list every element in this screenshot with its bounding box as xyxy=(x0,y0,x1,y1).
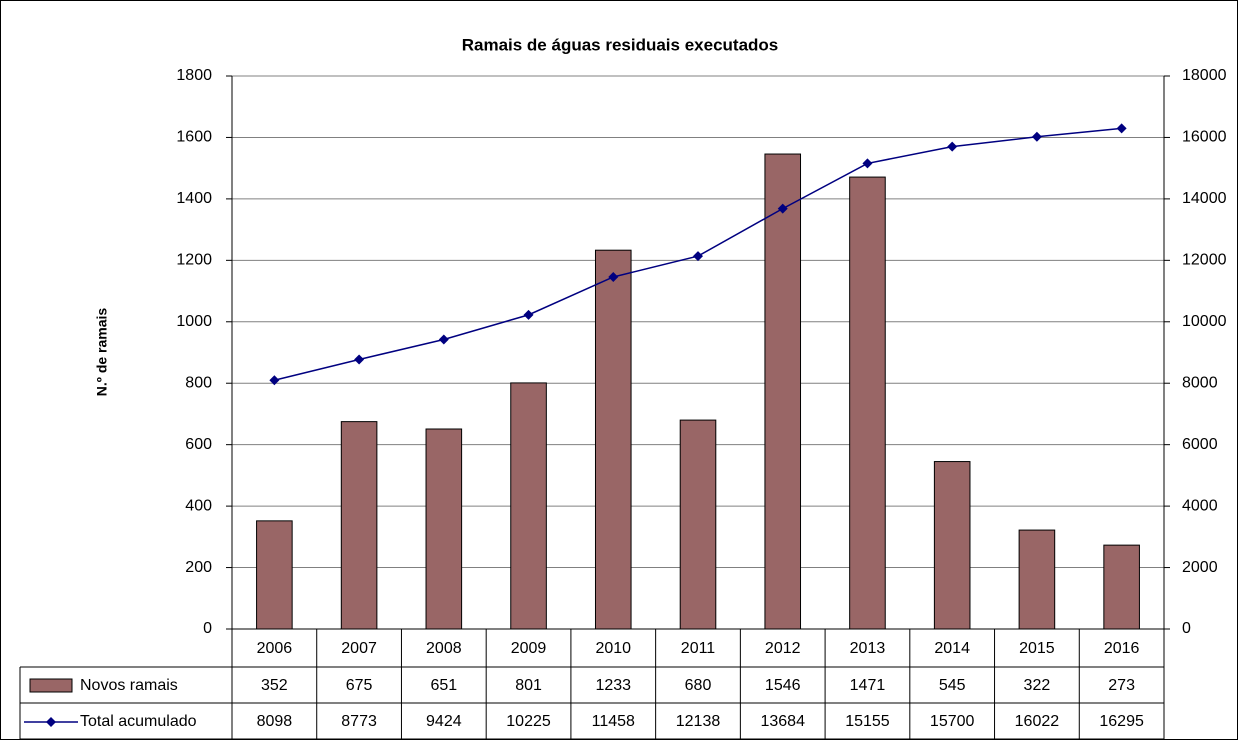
table-value: 15155 xyxy=(845,713,890,730)
x-tick-label: 2014 xyxy=(934,640,970,657)
y-tick-label: 600 xyxy=(185,436,212,453)
table-value: 273 xyxy=(1108,677,1135,694)
y-tick-label: 1800 xyxy=(176,67,212,84)
bar xyxy=(933,461,971,630)
x-tick-label: 2011 xyxy=(681,640,716,657)
marker xyxy=(269,375,280,386)
x-tick-label: 2008 xyxy=(426,640,462,657)
x-tick-label: 2009 xyxy=(511,640,547,657)
y2-tick-label: 6000 xyxy=(1182,436,1218,453)
y2-tick-label: 0 xyxy=(1182,620,1191,637)
x-tick-label: 2006 xyxy=(257,640,293,657)
y-tick-label: 400 xyxy=(185,497,212,514)
y2-tick-label: 18000 xyxy=(1182,67,1227,84)
bar xyxy=(256,520,293,630)
bar xyxy=(849,176,886,630)
table-value: 12138 xyxy=(676,713,721,730)
y2-tick-label: 14000 xyxy=(1182,190,1227,207)
y2-tick-label: 10000 xyxy=(1182,313,1227,330)
bar xyxy=(764,153,802,630)
y-tick-label: 1400 xyxy=(176,190,212,207)
x-tick-label: 2015 xyxy=(1019,640,1055,657)
legend-label: Total acumulado xyxy=(80,713,197,730)
bar xyxy=(510,382,547,630)
y2-tick-label: 2000 xyxy=(1182,559,1218,576)
x-tick-label: 2010 xyxy=(595,640,631,657)
table-value: 801 xyxy=(515,677,542,694)
y-tick-label: 1000 xyxy=(176,313,212,330)
table-value: 651 xyxy=(430,677,457,694)
y2-tick-label: 16000 xyxy=(1182,129,1227,146)
marker xyxy=(947,141,958,152)
table-value: 8773 xyxy=(341,713,377,730)
marker xyxy=(608,271,619,282)
x-tick-label: 2016 xyxy=(1104,640,1140,657)
y-tick-label: 800 xyxy=(185,374,212,391)
legend-key xyxy=(46,717,56,727)
table-value: 16022 xyxy=(1015,713,1060,730)
y2-tick-label: 12000 xyxy=(1182,252,1227,269)
table-value: 10225 xyxy=(506,713,551,730)
table-value: 9424 xyxy=(426,713,462,730)
bar xyxy=(1103,544,1140,630)
bar xyxy=(679,419,717,630)
bar xyxy=(1018,529,1056,630)
marker xyxy=(1031,131,1042,142)
table-value: 11458 xyxy=(592,713,635,730)
table-value: 675 xyxy=(346,677,373,694)
table-value: 545 xyxy=(939,677,966,694)
y-axis-label: N.º de ramais xyxy=(94,308,110,397)
legend-key xyxy=(29,678,73,693)
table-value: 1233 xyxy=(595,677,631,694)
y-tick-label: 0 xyxy=(203,620,212,637)
x-tick-label: 2013 xyxy=(850,640,886,657)
table-value: 352 xyxy=(261,677,288,694)
y2-tick-label: 4000 xyxy=(1182,497,1218,514)
bar xyxy=(594,249,632,630)
y2-tick-label: 8000 xyxy=(1182,374,1218,391)
x-tick-label: 2012 xyxy=(765,640,801,657)
marker xyxy=(438,334,449,345)
table-value: 8098 xyxy=(257,713,293,730)
bar xyxy=(340,421,378,630)
marker xyxy=(777,203,788,214)
legend-label: Novos ramais xyxy=(80,677,178,694)
table-value: 1471 xyxy=(850,677,886,694)
table-value: 13684 xyxy=(760,713,805,730)
table-value: 1546 xyxy=(765,677,801,694)
bar xyxy=(425,428,463,630)
table-value: 322 xyxy=(1024,677,1051,694)
y-tick-label: 200 xyxy=(185,559,212,576)
marker xyxy=(1116,123,1127,134)
table-value: 680 xyxy=(685,677,712,694)
marker xyxy=(523,309,534,320)
marker xyxy=(354,354,365,365)
x-tick-label: 2007 xyxy=(341,640,377,657)
y-tick-label: 1600 xyxy=(176,129,212,146)
table-value: 16295 xyxy=(1099,713,1144,730)
marker xyxy=(693,251,703,262)
y-tick-label: 1200 xyxy=(176,252,212,269)
chart-title: Ramais de águas residuais executados xyxy=(462,35,779,54)
marker xyxy=(862,158,873,169)
table-value: 15700 xyxy=(930,713,975,730)
